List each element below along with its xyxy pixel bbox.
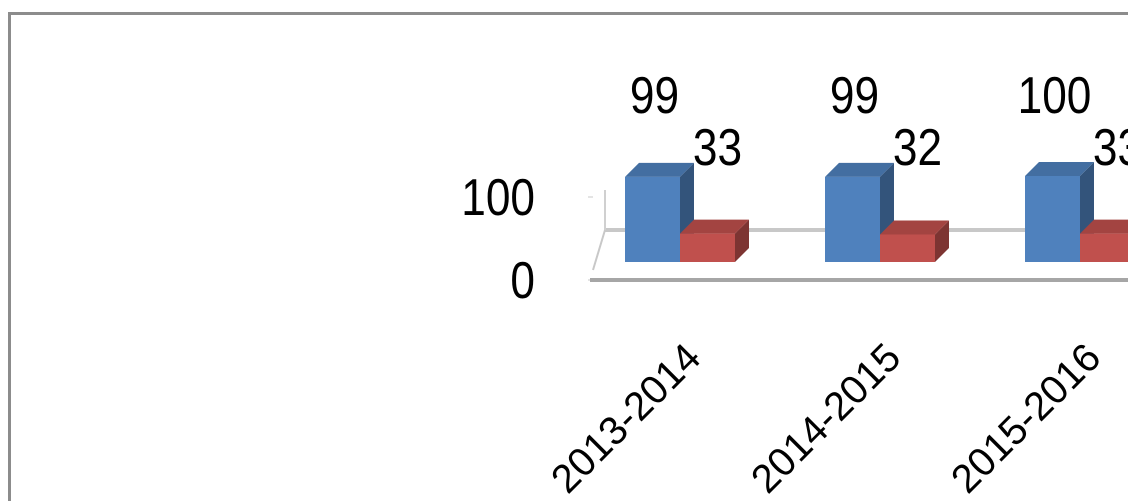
bar-top — [1080, 219, 1128, 234]
bar — [1080, 233, 1128, 262]
data-label: 99 — [630, 67, 679, 125]
bar-top — [680, 219, 749, 234]
data-label: 99 — [830, 67, 879, 125]
data-label: 100 — [1018, 67, 1092, 125]
data-label: 33 — [1093, 119, 1128, 177]
data-label: 32 — [893, 119, 942, 177]
bar-top — [625, 162, 694, 177]
bar — [880, 234, 935, 262]
y-tick-label: 100 — [461, 169, 535, 227]
bar — [625, 176, 680, 262]
floor-side-edge — [592, 229, 606, 271]
data-label: 33 — [693, 119, 742, 177]
bar-side — [735, 219, 749, 262]
bar — [1025, 176, 1080, 262]
bar-top — [825, 162, 894, 177]
bar-top — [1025, 162, 1094, 176]
bar — [825, 176, 880, 262]
bar-top — [880, 220, 949, 235]
bar-side — [935, 220, 949, 262]
y-tick-label: 0 — [510, 252, 535, 310]
bar — [680, 233, 735, 262]
chart-frame — [8, 12, 1128, 501]
